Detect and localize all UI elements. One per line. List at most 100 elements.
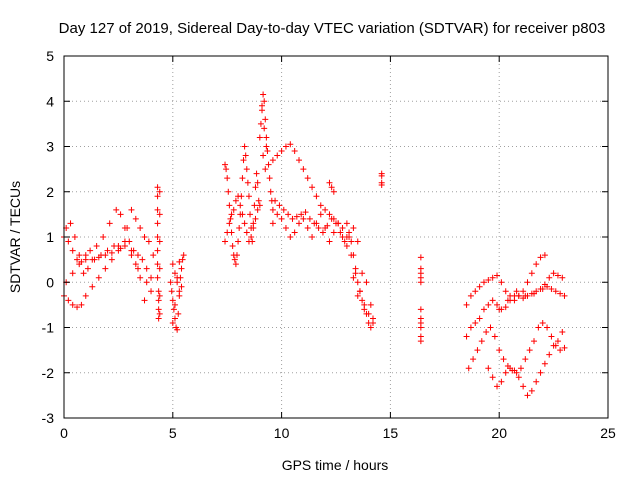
data-point <box>269 157 276 164</box>
data-point <box>241 220 248 227</box>
data-point <box>255 197 262 204</box>
data-point <box>95 274 102 281</box>
data-point <box>367 301 374 308</box>
data-point <box>243 229 250 236</box>
data-point <box>180 252 187 259</box>
y-tick-label: 5 <box>46 48 54 64</box>
data-point <box>537 369 544 376</box>
data-point <box>417 338 424 345</box>
data-point <box>541 360 548 367</box>
data-point <box>175 310 182 317</box>
data-point <box>233 252 240 259</box>
x-tick-label: 0 <box>60 425 68 441</box>
series-arc-19-low <box>465 319 568 376</box>
data-point <box>82 256 89 263</box>
data-point <box>272 197 279 204</box>
data-point <box>554 338 561 345</box>
data-point <box>498 378 505 385</box>
series-arc-d <box>63 238 148 304</box>
data-point <box>546 274 553 281</box>
data-point <box>254 179 261 186</box>
data-point <box>93 243 100 250</box>
data-point <box>474 347 481 354</box>
data-point <box>522 356 529 363</box>
data-point <box>239 211 246 218</box>
data-point <box>289 215 296 222</box>
data-point <box>65 297 72 304</box>
data-point <box>78 301 85 308</box>
data-point <box>417 306 424 313</box>
data-point <box>235 193 242 200</box>
data-point <box>269 220 276 227</box>
data-point <box>156 265 163 272</box>
data-point <box>548 286 555 293</box>
data-point <box>169 297 176 304</box>
data-point <box>513 288 520 295</box>
data-point <box>145 238 152 245</box>
data-point <box>339 224 346 231</box>
data-point <box>154 184 161 191</box>
data-point <box>557 290 564 297</box>
data-point <box>69 270 76 277</box>
data-point <box>489 374 496 381</box>
series-burst-5.2 <box>167 252 187 333</box>
data-point <box>359 297 366 304</box>
data-point <box>156 310 163 317</box>
data-point <box>417 324 424 331</box>
data-point <box>84 265 91 272</box>
data-point <box>251 202 258 209</box>
data-point <box>313 193 320 200</box>
data-point <box>256 134 263 141</box>
data-point <box>240 157 247 164</box>
data-point <box>89 283 96 290</box>
data-point <box>108 249 115 256</box>
data-point <box>544 324 551 331</box>
series-arc-19-top <box>463 252 548 308</box>
data-point <box>496 306 503 313</box>
data-point <box>343 220 350 227</box>
data-point <box>537 254 544 261</box>
data-point <box>155 315 162 322</box>
series-arc-c <box>63 206 157 277</box>
data-point <box>225 188 232 195</box>
data-point <box>226 220 233 227</box>
data-point <box>472 319 479 326</box>
x-axis-label: GPS time / hours <box>282 457 389 473</box>
data-point <box>282 224 289 231</box>
data-point <box>328 215 335 222</box>
data-point <box>354 292 361 299</box>
data-point <box>533 261 540 268</box>
data-point <box>500 356 507 363</box>
data-point <box>369 315 376 322</box>
data-point <box>65 238 72 245</box>
data-point <box>87 247 94 254</box>
data-point <box>155 288 162 295</box>
data-point <box>487 324 494 331</box>
data-point <box>502 304 509 311</box>
data-point <box>494 383 501 390</box>
data-point <box>480 279 487 286</box>
data-point <box>504 297 511 304</box>
data-point <box>515 292 522 299</box>
data-point <box>363 310 370 317</box>
data-point <box>154 193 161 200</box>
data-point <box>226 202 233 209</box>
series-descent-13.5 <box>326 179 376 331</box>
data-point <box>465 365 472 372</box>
data-point <box>324 222 331 229</box>
series-points-14.6 <box>378 170 385 188</box>
y-tick-label: -2 <box>42 365 55 381</box>
x-tick-label: 20 <box>491 425 507 441</box>
data-point <box>494 272 501 279</box>
data-point <box>550 270 557 277</box>
data-point <box>502 369 509 376</box>
data-point <box>280 206 287 213</box>
data-point <box>154 261 161 268</box>
series-arc-19-mid <box>463 270 566 340</box>
data-point <box>554 272 561 279</box>
data-point <box>472 288 479 295</box>
data-point <box>76 252 83 259</box>
data-point <box>291 148 298 155</box>
data-point <box>378 172 385 179</box>
y-tick-label: -3 <box>42 410 55 426</box>
